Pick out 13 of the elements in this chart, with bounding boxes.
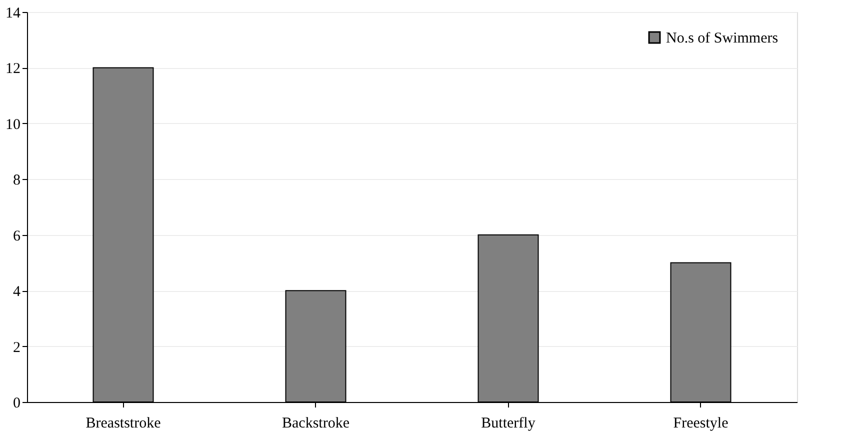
- legend-label: No.s of Swimmers: [666, 30, 778, 46]
- y-tick-label: 8: [13, 172, 20, 189]
- x-tick-label: Breaststroke: [86, 416, 162, 432]
- x-tick-label: Backstroke: [282, 416, 350, 432]
- x-tick-label: Freestyle: [673, 416, 729, 432]
- y-tick-label: 6: [13, 228, 21, 244]
- y-tick-label: 2: [13, 340, 20, 356]
- y-tick-label: 4: [13, 284, 21, 300]
- y-tick-label: 12: [6, 61, 20, 78]
- y-tick-label: 10: [6, 116, 20, 133]
- y-tick-label: 0: [13, 396, 20, 412]
- x-tick-label: Butterfly: [481, 416, 536, 432]
- y-tick-label: 14: [6, 6, 21, 22]
